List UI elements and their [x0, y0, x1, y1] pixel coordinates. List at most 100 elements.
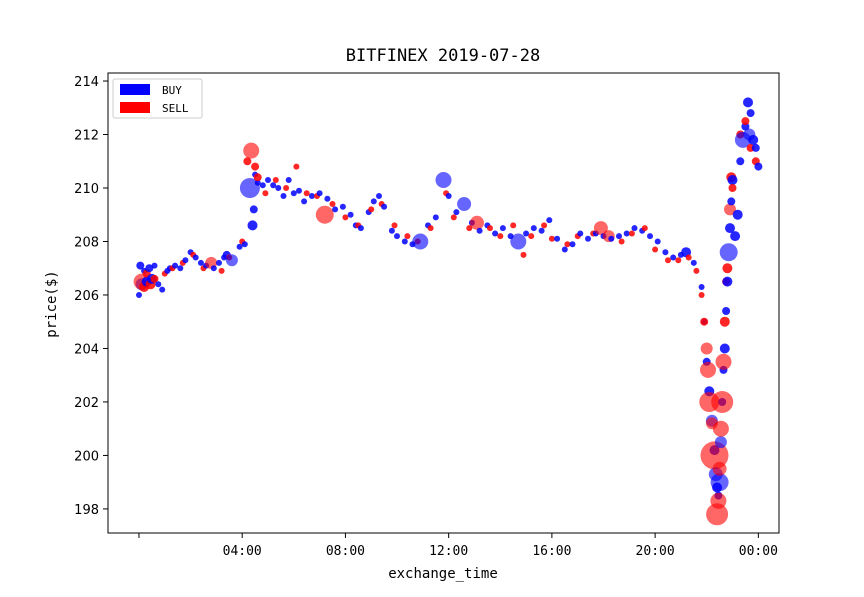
- sell-point: [618, 238, 625, 245]
- buy-point: [270, 182, 277, 189]
- sell-point: [243, 142, 260, 159]
- buy-point: [357, 225, 364, 232]
- buy-point: [247, 220, 258, 231]
- sell-point: [698, 292, 705, 298]
- buy-point: [236, 243, 243, 250]
- sell-point: [315, 205, 334, 224]
- buy-point: [719, 243, 738, 262]
- sell-point: [150, 274, 159, 283]
- buy-point: [577, 230, 584, 237]
- sell-point: [218, 267, 225, 274]
- buy-point: [751, 143, 760, 152]
- buy-point: [453, 209, 460, 216]
- sell-point: [728, 184, 737, 192]
- buy-point: [538, 227, 545, 234]
- buy-point: [670, 254, 677, 261]
- buy-point: [727, 175, 738, 185]
- buy-point: [394, 233, 400, 240]
- sell-point: [593, 221, 608, 236]
- sell-point: [665, 257, 671, 264]
- sell-point: [528, 233, 535, 240]
- x-tick-label: 20:00: [636, 544, 675, 559]
- buy-point: [290, 190, 297, 197]
- sell-point: [719, 316, 730, 327]
- buy-point: [388, 227, 395, 234]
- y-tick-label: 198: [74, 503, 99, 518]
- buy-point: [381, 203, 388, 210]
- buy-point: [182, 257, 189, 264]
- x-tick-label: 08:00: [326, 544, 365, 559]
- buy-point: [631, 225, 638, 232]
- legend-swatch-sell: [120, 102, 150, 113]
- buy-point: [324, 195, 331, 202]
- buy-point: [265, 177, 271, 183]
- sell-point: [741, 117, 750, 126]
- buy-point: [254, 179, 261, 186]
- y-tick-label: 212: [74, 129, 99, 144]
- buy-point: [210, 265, 217, 272]
- y-tick-label: 210: [74, 182, 99, 197]
- buy-point: [616, 233, 622, 240]
- sell-point: [251, 162, 260, 171]
- buy-point: [654, 238, 661, 245]
- sell-point: [706, 503, 729, 526]
- legend-swatch-buy: [120, 84, 150, 95]
- x-tick-label: 04:00: [223, 544, 262, 559]
- sell-point: [693, 267, 700, 274]
- y-tick-label: 206: [74, 289, 99, 304]
- x-tick-label: 12:00: [429, 544, 468, 559]
- buy-point: [754, 162, 763, 171]
- buy-point: [523, 230, 530, 237]
- buy-point: [499, 225, 506, 232]
- legend-label-sell: SELL: [162, 102, 189, 115]
- sell-point: [722, 263, 733, 274]
- marks-layer: [133, 97, 763, 526]
- sell-point: [628, 230, 635, 237]
- y-tick-label: 214: [74, 75, 99, 90]
- chart-title: BITFINEX 2019-07-28: [346, 46, 540, 66]
- sell-point: [391, 222, 398, 229]
- buy-point: [192, 254, 199, 261]
- y-tick-label: 202: [74, 396, 99, 411]
- buy-point: [339, 203, 346, 210]
- buy-point: [145, 264, 154, 273]
- buy-point: [722, 307, 731, 315]
- legend: BUY SELL: [112, 78, 203, 119]
- buy-point: [347, 211, 354, 218]
- buy-point: [316, 190, 323, 197]
- buy-point: [285, 177, 292, 183]
- buy-point: [177, 265, 184, 272]
- buy-point: [445, 193, 452, 199]
- buy-point: [432, 214, 439, 221]
- sell-point: [262, 190, 269, 197]
- buy-point: [159, 286, 166, 293]
- x-axis: 04:00 08:00 12:00 16:00 20:00 00:00: [138, 533, 778, 559]
- buy-point: [197, 259, 204, 266]
- sell-point: [470, 215, 484, 230]
- sell-point: [712, 420, 729, 437]
- buy-point: [623, 230, 630, 237]
- sell-point: [342, 214, 349, 221]
- buy-point: [662, 249, 669, 256]
- sell-point: [497, 233, 504, 240]
- sell-point: [700, 317, 709, 326]
- buy-point: [275, 185, 282, 191]
- sell-point: [520, 251, 527, 258]
- buy-point: [719, 343, 730, 354]
- buy-point: [259, 182, 266, 189]
- buy-point: [730, 231, 741, 242]
- buy-point: [727, 197, 736, 206]
- sell-point: [652, 246, 659, 253]
- x-tick-label: 00:00: [739, 544, 778, 559]
- buy-point: [569, 241, 576, 248]
- buy-point: [546, 217, 553, 224]
- plot-frame: [107, 72, 780, 534]
- sell-point: [303, 190, 310, 197]
- sell-point: [548, 235, 555, 242]
- buy-point: [376, 193, 382, 199]
- buy-point: [710, 473, 729, 492]
- y-tick-label: 200: [74, 449, 99, 464]
- buy-point: [725, 223, 735, 234]
- buy-point: [647, 233, 653, 240]
